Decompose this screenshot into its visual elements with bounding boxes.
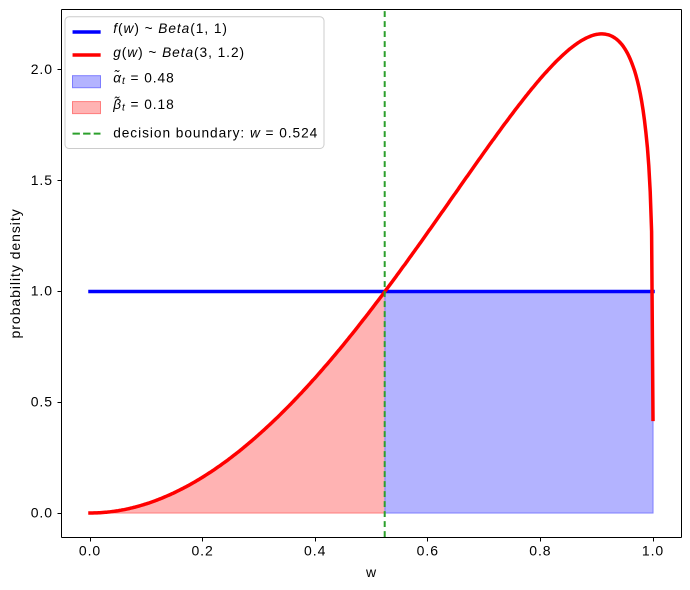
svg-text:0.0: 0.0: [79, 543, 101, 559]
svg-text:1.0: 1.0: [31, 283, 53, 299]
svg-text:0.8: 0.8: [529, 543, 551, 559]
svg-text:0.6: 0.6: [417, 543, 439, 559]
svg-text:f(w) ~ Beta(1, 1): f(w) ~ Beta(1, 1): [113, 21, 228, 36]
svg-text:probability density: probability density: [7, 208, 23, 338]
svg-text:α̃t = 0.48: α̃t = 0.48: [113, 70, 174, 87]
svg-text:0.0: 0.0: [31, 504, 53, 520]
svg-text:decision boundary: w = 0.524: decision boundary: w = 0.524: [113, 126, 318, 141]
svg-text:β̃t = 0.18: β̃t = 0.18: [112, 97, 174, 114]
svg-text:0.4: 0.4: [304, 543, 326, 559]
svg-text:1.0: 1.0: [642, 543, 664, 559]
svg-text:g(w) ~ Beta(3, 1.2): g(w) ~ Beta(3, 1.2): [113, 45, 245, 60]
svg-text:2.0: 2.0: [31, 61, 53, 77]
svg-text:w: w: [365, 564, 377, 580]
svg-text:1.5: 1.5: [31, 172, 53, 188]
svg-text:0.5: 0.5: [31, 394, 53, 410]
svg-text:0.2: 0.2: [191, 543, 213, 559]
